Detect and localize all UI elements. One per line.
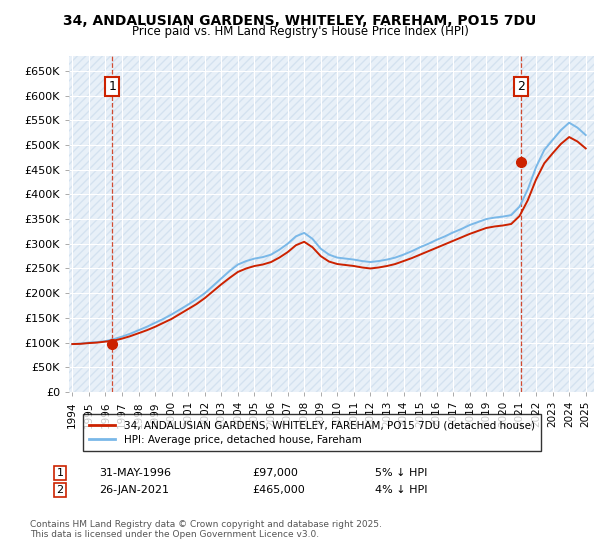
Text: 26-JAN-2021: 26-JAN-2021 [99,485,169,495]
Text: £97,000: £97,000 [252,468,298,478]
Text: 31-MAY-1996: 31-MAY-1996 [99,468,171,478]
Text: Contains HM Land Registry data © Crown copyright and database right 2025.
This d: Contains HM Land Registry data © Crown c… [30,520,382,539]
Text: 34, ANDALUSIAN GARDENS, WHITELEY, FAREHAM, PO15 7DU: 34, ANDALUSIAN GARDENS, WHITELEY, FAREHA… [64,14,536,28]
Legend: 34, ANDALUSIAN GARDENS, WHITELEY, FAREHAM, PO15 7DU (detached house), HPI: Avera: 34, ANDALUSIAN GARDENS, WHITELEY, FAREHA… [83,414,541,451]
Text: 1: 1 [108,80,116,93]
Text: 5% ↓ HPI: 5% ↓ HPI [375,468,427,478]
Text: £465,000: £465,000 [252,485,305,495]
Text: 4% ↓ HPI: 4% ↓ HPI [375,485,427,495]
Text: Price paid vs. HM Land Registry's House Price Index (HPI): Price paid vs. HM Land Registry's House … [131,25,469,38]
Text: 2: 2 [517,80,524,93]
Text: 1: 1 [56,468,64,478]
Text: 2: 2 [56,485,64,495]
